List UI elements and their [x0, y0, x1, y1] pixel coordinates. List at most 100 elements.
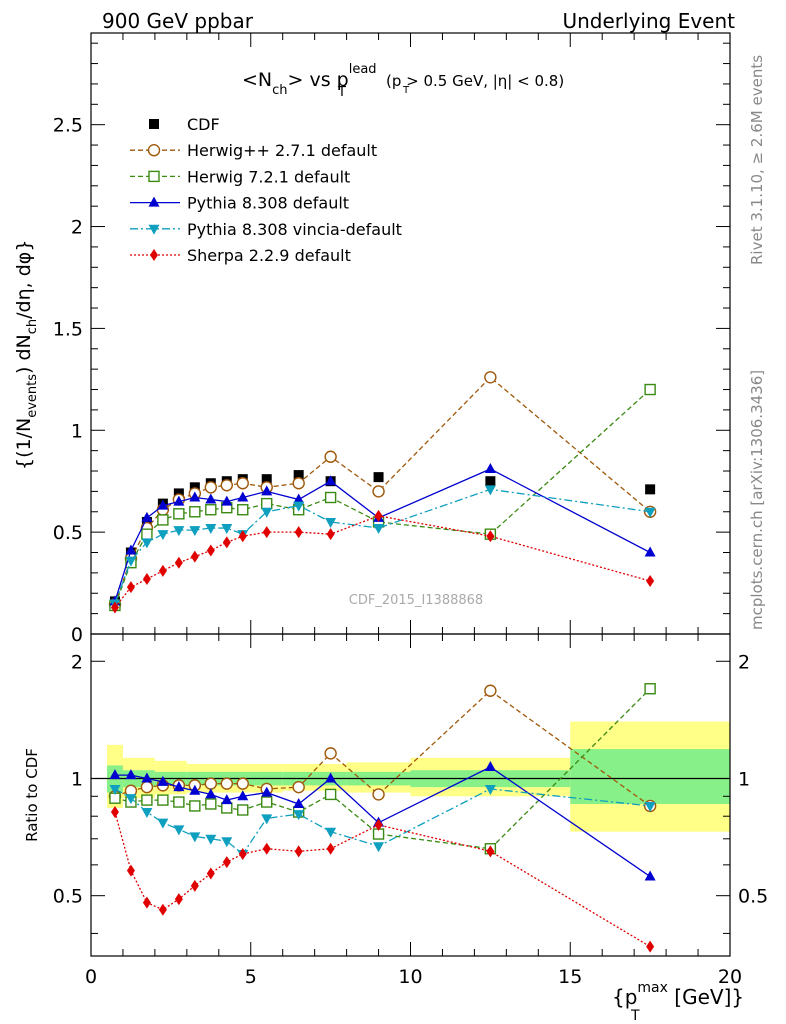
ratio-data-point: [174, 893, 183, 906]
main-data-point: [158, 564, 167, 577]
mcplots-reference-label: mcplots.cern.ch [arXiv:1306.3436]: [748, 370, 766, 630]
main-data-point: [261, 507, 273, 518]
ratio-data-point: [484, 784, 496, 795]
main-data-point: [238, 530, 247, 543]
ratio-y-axis-label: Ratio to CDF: [23, 748, 41, 842]
legend-label: Herwig++ 2.7.1 default: [187, 141, 377, 160]
legend-marker: [147, 143, 161, 157]
ratio-data-point: [141, 772, 153, 783]
ratio-data-point: [237, 804, 249, 816]
ratio-y-tick-label: 2: [71, 651, 83, 673]
main-data-point: [174, 556, 183, 569]
ratio-data-point: [324, 747, 337, 760]
ratio-data-point: [221, 837, 233, 848]
ratio-data-point: [292, 780, 305, 794]
xlabel-part-b: [GeV]}: [668, 985, 744, 1009]
main-y-tick-label: 1: [71, 420, 83, 442]
main-data-point: [644, 383, 656, 396]
ratio-data-point: [262, 842, 271, 855]
ratio-data-point: [261, 814, 273, 825]
main-series-line: [114, 389, 651, 606]
legend-label: Sherpa 2.2.9 default: [187, 246, 351, 265]
ratio-data-point: [293, 797, 305, 808]
ratio-data-point: [325, 827, 337, 838]
header-left: 900 GeV ppbar: [102, 9, 254, 33]
legend-marker: [150, 249, 158, 261]
main-data-point: [484, 371, 497, 384]
legend-marker: [148, 224, 160, 235]
x-tick-label: 5: [245, 966, 257, 988]
ratio-y-tick-label: 1: [71, 768, 83, 790]
main-series-line: [114, 515, 651, 608]
main-data-point: [373, 472, 384, 483]
ratio-data-point: [189, 784, 201, 795]
ratio-data-point: [125, 769, 137, 780]
ylabel-part-a: {(1/N: [13, 418, 35, 470]
ratio-band-inner: [570, 749, 730, 804]
legend: CDF Herwig++ 2.7.1 default Herwig 7.2.1 de…: [130, 115, 402, 265]
ratio-data-point: [126, 864, 135, 877]
ratio-data-point: [141, 808, 153, 819]
main-data-point: [645, 484, 656, 495]
ratio-plot-ticks: 0.5 0.51 12 20 5 10 15 20: [53, 634, 768, 988]
ratio-data-point: [173, 825, 185, 836]
main-data-point: [206, 544, 215, 557]
main-plot-series: [108, 371, 657, 614]
ratio-data-point: [486, 845, 495, 858]
main-data-point: [204, 481, 218, 494]
main-data-point: [484, 485, 496, 496]
main-data-point: [221, 495, 233, 506]
main-data-point: [141, 528, 153, 540]
analysis-watermark: CDF_2015_I1388868: [349, 593, 483, 608]
main-data-point: [294, 526, 303, 539]
main-data-point: [325, 475, 337, 486]
legend-label: Pythia 8.308 vincia-default: [187, 220, 402, 239]
ratio-data-point: [484, 684, 497, 697]
main-data-point: [237, 491, 249, 502]
ratio-data-point: [644, 870, 656, 881]
main-data-point: [292, 477, 305, 490]
ratio-data-point: [157, 818, 169, 829]
title-cuts-sub-t: T: [402, 85, 410, 96]
main-data-point: [236, 477, 249, 490]
ratio-data-point: [110, 806, 119, 819]
ratio-data-point: [261, 786, 273, 797]
ratio-data-point: [189, 800, 201, 812]
main-y-tick-label: 1.5: [53, 318, 83, 340]
xlabel-sub-t: T: [630, 1008, 640, 1024]
main-data-point: [293, 493, 305, 504]
ratio-data-point: [324, 788, 337, 801]
ratio-data-point: [205, 834, 217, 845]
ratio-data-point: [236, 777, 249, 790]
main-data-point: [222, 536, 231, 549]
ratio-data-point: [484, 761, 496, 772]
ratio-data-point: [644, 801, 656, 812]
ylabel-part-c: /dη, dφ}: [13, 240, 35, 319]
x-axis-label: {pmax [GeV]}: [612, 980, 744, 1009]
ratio-data-point: [158, 903, 167, 916]
ratio-series-line: [114, 788, 651, 855]
main-data-point: [173, 526, 185, 537]
ratio-data-point: [373, 842, 385, 853]
main-y-axis-label: {(1/Nevents) dNch/dη, dφ}: [13, 240, 40, 470]
main-data-point: [486, 530, 495, 543]
ylabel-part-b: ) dN: [13, 334, 35, 374]
main-data-point: [325, 517, 337, 528]
ratio-data-point: [646, 940, 655, 953]
main-data-point: [261, 485, 273, 496]
ratio-data-point: [293, 810, 305, 821]
ratio-data-point: [109, 784, 121, 795]
main-data-point: [373, 524, 385, 535]
ratio-data-point: [157, 794, 169, 806]
ratio-plot: 0.5 0.51 12 20 5 10 15 20 Ratio to CDF: [23, 633, 768, 988]
ratio-data-point: [325, 772, 337, 783]
main-plot: 0.511.522.50 <Nch> vs plead T (p > 0.5 G…: [13, 32, 731, 646]
ylabel-sub-ch: ch: [25, 319, 40, 334]
main-data-point: [126, 581, 135, 594]
main-data-point: [125, 556, 137, 567]
ratio-data-point: [644, 683, 656, 695]
ylabel-sub-events: events: [25, 374, 40, 418]
ratio-data-point: [140, 780, 154, 794]
ratio-data-point: [142, 896, 151, 909]
